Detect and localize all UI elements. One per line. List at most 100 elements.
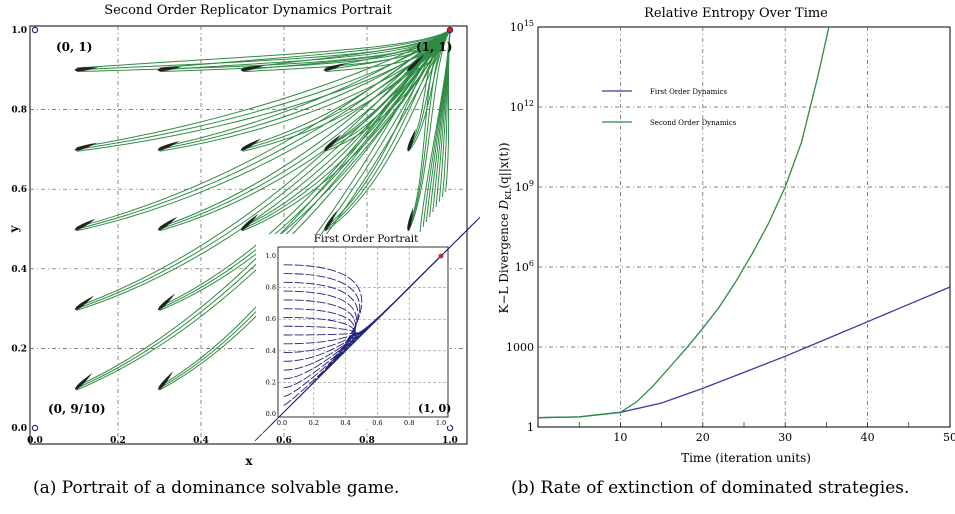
inset-y-tick-label: 0.0 <box>266 410 276 418</box>
second-order-trajectory <box>76 29 451 310</box>
inset-y-tick-label: 0.4 <box>266 347 276 355</box>
second-order-trajectory <box>76 29 451 391</box>
right-y-tick-label: 109 <box>515 179 534 194</box>
right-x-tick-label: 50 <box>943 431 955 444</box>
flow-marker <box>407 207 413 231</box>
inset-corner-label: (1, 0) <box>418 402 451 415</box>
right-y-tick-label: 1015 <box>510 19 534 34</box>
inset-tick-labels: 0.0 0.2 0.4 0.6 0.8 1.0 0.0 0.2 0.4 0.6 0.8 1.0 <box>266 252 447 427</box>
flow-marker <box>324 134 342 151</box>
left-y-tick-label: 0.8 <box>11 106 27 116</box>
y-label-prefix: K−L Divergence <box>497 209 511 313</box>
phase-portrait-chart: Second Order Replicator Dynamics Portrai… <box>7 3 480 468</box>
flow-marker <box>407 54 425 72</box>
right-legend: First Order Dynamics Second Order Dynamic… <box>602 88 737 127</box>
right-y-tick-label: 1000 <box>506 341 534 354</box>
second-order-trajectory <box>76 29 451 389</box>
second-order-trajectory <box>76 29 451 228</box>
series-line <box>537 286 951 419</box>
right-chart-title: Relative Entropy Over Time <box>644 6 828 21</box>
inset-grid <box>278 247 448 417</box>
y-label-symbol: D <box>497 199 511 210</box>
left-trajectories <box>76 29 451 391</box>
right-series-lines <box>537 26 951 419</box>
legend-label: Second Order Dynamics <box>650 119 737 127</box>
second-order-trajectory <box>159 29 451 389</box>
flow-marker <box>407 128 416 152</box>
second-order-trajectory <box>76 29 451 230</box>
equilibrium-marker-top-left <box>31 26 39 34</box>
right-x-axis-label: Time (iteration units) <box>681 451 811 465</box>
flow-marker <box>74 67 99 72</box>
left-x-tick-label: 0.4 <box>193 436 209 446</box>
left-y-axis-label: y <box>7 224 21 233</box>
inset-frame <box>277 246 449 418</box>
equilibrium-marker-bottom-right <box>446 424 454 432</box>
flow-marker <box>158 371 174 390</box>
first-order-inset: First Order Portrait 0.0 0.2 0.4 0.6 0.8 1.0 0… <box>254 216 480 442</box>
left-y-tick-label: 0.0 <box>11 424 27 434</box>
left-y-tick-label: 0.6 <box>11 185 27 195</box>
left-tick-labels: 0.0 0.2 0.4 0.6 0.8 1.0 0.0 0.2 0.4 0.6 0.8 1.0 <box>11 26 458 446</box>
right-y-tick-label: 1012 <box>510 99 534 114</box>
inset-x-tick-label: 0.0 <box>277 419 287 427</box>
second-order-trajectory <box>159 29 451 69</box>
first-order-trajectory <box>254 255 442 442</box>
inset-x-tick-label: 0.6 <box>372 419 382 427</box>
corner-label-bottom-left: (0, 9/10) <box>48 402 106 416</box>
second-order-trajectory <box>408 29 451 232</box>
right-grid <box>538 27 950 427</box>
caption-b: (b) Rate of extinction of dominated stra… <box>511 478 910 498</box>
left-plot-frame <box>29 25 468 445</box>
left-x-tick-label: 0.6 <box>276 436 292 446</box>
right-plot-frame <box>537 26 951 428</box>
second-order-trajectory <box>159 29 451 391</box>
flow-marker <box>157 66 182 72</box>
second-order-trajectory <box>159 29 451 149</box>
flow-marker <box>74 295 95 310</box>
corner-label-top-right: (1, 1) <box>416 40 452 54</box>
flow-marker <box>158 293 176 311</box>
right-y-tick-label: 1 <box>527 421 534 434</box>
right-x-tick-label: 20 <box>696 431 710 444</box>
right-y-axis-label: K−L Divergence DKL(q||x(t)) <box>497 142 513 313</box>
right-x-tick-label: 10 <box>613 431 627 444</box>
left-y-tick-label: 1.0 <box>11 26 27 36</box>
second-order-trajectory <box>76 29 451 69</box>
right-y-tick-label: 106 <box>515 259 534 274</box>
second-order-trajectory <box>159 29 451 228</box>
left-y-tick-label: 0.4 <box>11 265 27 275</box>
caption-a: (a) Portrait of a dominance solvable gam… <box>33 478 400 498</box>
inset-trajectories <box>254 216 480 442</box>
inset-dominant-point <box>438 253 444 259</box>
relative-entropy-chart: Relative Entropy Over Time 10 20 30 40 50110… <box>497 6 955 465</box>
inset-y-tick-label: 0.2 <box>266 378 276 386</box>
left-x-tick-label: 0.8 <box>359 436 375 446</box>
left-x-tick-label: 0.2 <box>110 436 126 446</box>
right-tick-labels: 10 20 30 40 50 1 1000 106 109 1012 1015 <box>506 19 955 444</box>
left-chart-title: Second Order Replicator Dynamics Portrai… <box>104 3 392 18</box>
inset-title: First Order Portrait <box>314 233 419 245</box>
corner-label-top-left: (0, 1) <box>56 40 92 54</box>
inset-y-tick-label: 1.0 <box>266 252 276 260</box>
second-order-trajectory <box>76 29 451 311</box>
flow-marker <box>75 372 93 390</box>
left-y-tick-label: 0.2 <box>11 344 27 354</box>
inset-y-tick-label: 0.8 <box>266 284 276 292</box>
second-order-trajectory <box>76 29 451 387</box>
left-flow-markers <box>74 54 425 390</box>
flow-marker <box>240 138 262 151</box>
second-order-trajectory <box>76 29 451 149</box>
flow-marker <box>240 65 265 72</box>
inset-x-tick-label: 1.0 <box>436 419 446 427</box>
flow-marker <box>157 141 180 151</box>
second-order-trajectory <box>325 29 451 232</box>
inset-x-tick-label: 0.2 <box>309 419 319 427</box>
right-x-tick-label: 40 <box>861 431 875 444</box>
flow-marker <box>74 218 96 231</box>
second-order-trajectory <box>242 29 451 69</box>
second-order-trajectory <box>159 29 451 387</box>
series-line <box>537 26 830 419</box>
inset-y-tick-label: 0.6 <box>266 315 276 323</box>
equilibrium-marker-top-right <box>446 26 454 34</box>
